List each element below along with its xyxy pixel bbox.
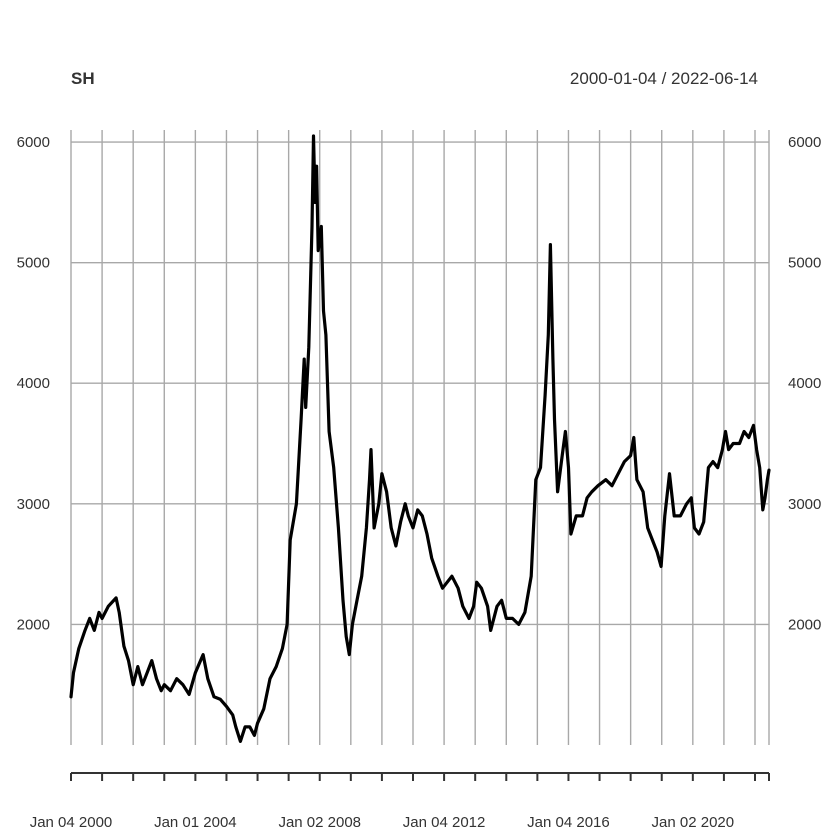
y-tick-label-left-4000: 4000 (17, 375, 50, 392)
date-range-label: 2000-01-04 / 2022-06-14 (570, 69, 758, 88)
y-tick-label-right-3000: 3000 (788, 496, 821, 513)
x-axis (70, 772, 770, 781)
chart-title: SH (71, 69, 95, 88)
y-tick-label-left-3000: 3000 (17, 496, 50, 513)
y-tick-label-right-6000: 6000 (788, 134, 821, 151)
vertical-gridlines (70, 130, 770, 745)
x-axis-labels: Jan 04 2000 Jan 01 2004 Jan 02 2008 Jan 04 … (30, 814, 734, 831)
y-axis-labels-right: 2000 3000 4000 5000 6000 (788, 134, 821, 633)
price-series (69, 134, 771, 743)
x-tick-label-5: Jan 02 2020 (652, 814, 735, 831)
series-line-SH (69, 134, 771, 743)
y-tick-label-left-5000: 5000 (17, 255, 50, 272)
horizontal-gridlines (71, 141, 769, 626)
y-tick-label-right-2000: 2000 (788, 616, 821, 633)
x-tick-label-4: Jan 04 2016 (527, 814, 610, 831)
y-tick-label-left-6000: 6000 (17, 134, 50, 151)
x-tick-label-2: Jan 02 2008 (278, 814, 361, 831)
y-tick-label-right-4000: 4000 (788, 375, 821, 392)
y-axis-labels-left: 2000 3000 4000 5000 6000 (17, 134, 50, 633)
y-tick-label-right-5000: 5000 (788, 255, 821, 272)
y-tick-label-left-2000: 2000 (17, 616, 50, 633)
x-tick-label-3: Jan 04 2012 (403, 814, 486, 831)
x-tick-label-1: Jan 01 2004 (154, 814, 237, 831)
x-tick-label-0: Jan 04 2000 (30, 814, 113, 831)
